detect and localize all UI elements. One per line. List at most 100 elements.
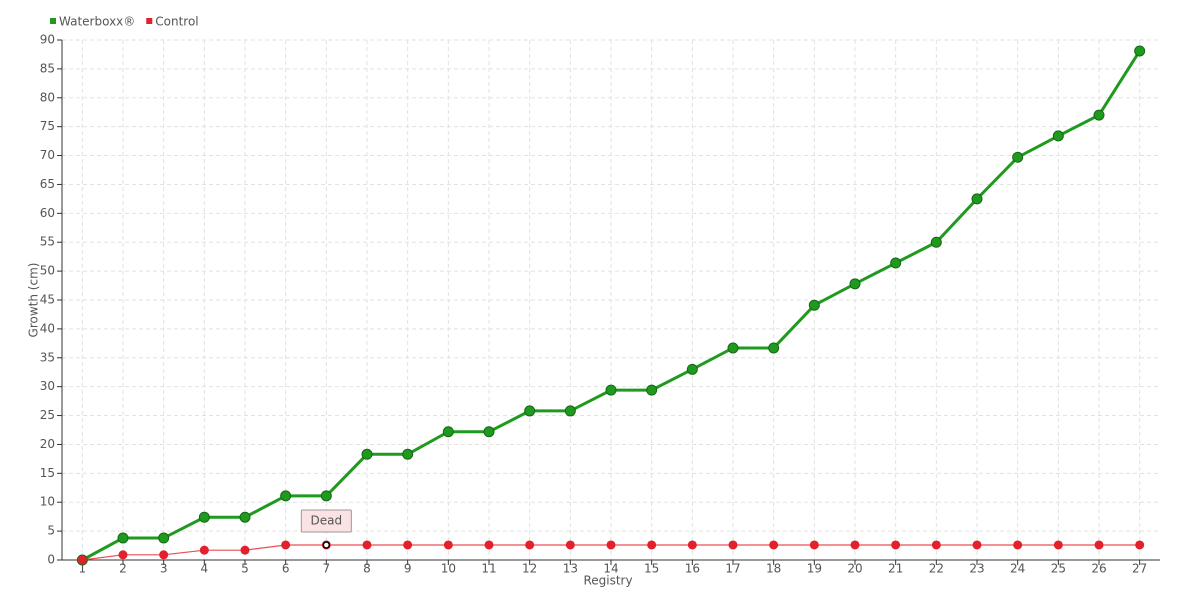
data-point: [728, 540, 738, 550]
data-point: [646, 384, 658, 396]
data-point: [280, 490, 292, 502]
data-point: [77, 555, 87, 565]
x-tick-label: 7: [323, 562, 331, 576]
x-axis-label: Registry: [583, 574, 632, 588]
data-point: [930, 236, 942, 248]
data-point: [972, 540, 982, 550]
data-point: [1094, 540, 1104, 550]
data-point: [159, 550, 169, 560]
x-tick-label: 13: [563, 562, 578, 576]
data-point: [1013, 540, 1023, 550]
data-point: [199, 545, 209, 555]
y-tick-label: 0: [47, 553, 55, 567]
y-tick-label: 50: [40, 264, 55, 278]
x-tick-label: 2: [119, 562, 127, 576]
x-tick-label: 4: [201, 562, 209, 576]
y-tick-label: 15: [40, 466, 55, 480]
data-point: [240, 545, 250, 555]
data-point: [849, 278, 861, 290]
x-tick-label: 9: [404, 562, 412, 576]
data-point: [606, 540, 616, 550]
x-tick-label: 11: [481, 562, 496, 576]
x-tick-label: 21: [888, 562, 903, 576]
y-tick-label: 70: [40, 148, 55, 162]
data-point: [1093, 109, 1105, 121]
data-point: [524, 405, 536, 417]
x-tick-label: 16: [685, 562, 700, 576]
y-tick-label: 80: [40, 90, 55, 104]
legend-swatch: [50, 18, 56, 24]
data-point: [890, 257, 902, 269]
y-tick-label: 10: [40, 495, 55, 509]
data-point: [1053, 540, 1063, 550]
data-point: [605, 384, 617, 396]
x-tick-label: 26: [1091, 562, 1106, 576]
x-tick-label: 1: [79, 562, 87, 576]
x-tick-label: 24: [1010, 562, 1025, 576]
data-point: [971, 193, 983, 205]
y-tick-label: 90: [40, 33, 55, 47]
legend-label: Control: [155, 15, 198, 29]
x-tick-label: 6: [282, 562, 290, 576]
data-point: [1052, 130, 1064, 142]
x-tick-label: 14: [603, 562, 618, 576]
data-point: [198, 511, 210, 523]
annotation-text: Dead: [311, 513, 343, 527]
data-point: [768, 342, 780, 354]
y-tick-label: 85: [40, 61, 55, 75]
y-tick-label: 35: [40, 350, 55, 364]
legend-swatch: [146, 18, 153, 24]
x-tick-label: 3: [160, 562, 168, 576]
x-tick-label: 5: [241, 562, 249, 576]
x-tick-label: 17: [725, 562, 740, 576]
x-tick-label: 19: [807, 562, 822, 576]
x-tick-label: 22: [929, 562, 944, 576]
data-point: [239, 511, 251, 523]
y-tick-label: 25: [40, 408, 55, 422]
data-point: [117, 532, 129, 544]
data-point: [565, 540, 575, 550]
data-point: [769, 540, 779, 550]
data-point: [686, 363, 698, 375]
data-point: [727, 342, 739, 354]
data-point: [483, 426, 495, 438]
data-point: [158, 532, 170, 544]
data-point: [891, 540, 901, 550]
data-point: [361, 448, 373, 460]
data-point: [850, 540, 860, 550]
data-point: [687, 540, 697, 550]
x-tick-label: 8: [363, 562, 371, 576]
y-tick-label: 45: [40, 293, 55, 307]
x-tick-label: 12: [522, 562, 537, 576]
y-tick-label: 60: [40, 206, 55, 220]
annotation-marker: [322, 541, 331, 549]
y-tick-label: 75: [40, 119, 55, 133]
y-tick-label: 5: [47, 524, 55, 538]
x-tick-label: 27: [1132, 562, 1147, 576]
annotation-box: [300, 509, 352, 533]
data-point: [320, 490, 332, 502]
x-tick-label: 15: [644, 562, 659, 576]
data-point: [1134, 45, 1146, 57]
data-point: [442, 426, 454, 438]
y-tick-label: 40: [40, 321, 55, 335]
y-tick-label: 20: [40, 437, 55, 451]
x-tick-label: 25: [1051, 562, 1066, 576]
y-axis-label: Growth (cm): [27, 263, 41, 338]
data-point: [808, 299, 820, 311]
data-point: [647, 540, 657, 550]
x-tick-label: 10: [441, 562, 456, 576]
data-point: [443, 540, 453, 550]
x-tick-label: 23: [969, 562, 984, 576]
data-point: [1012, 151, 1024, 163]
data-point: [525, 540, 535, 550]
y-tick-label: 55: [40, 235, 55, 249]
data-point: [281, 540, 291, 550]
y-tick-label: 30: [40, 379, 55, 393]
data-point: [362, 540, 372, 550]
data-point: [809, 540, 819, 550]
data-point: [484, 540, 494, 550]
x-tick-label: 20: [847, 562, 862, 576]
data-point: [564, 405, 576, 417]
